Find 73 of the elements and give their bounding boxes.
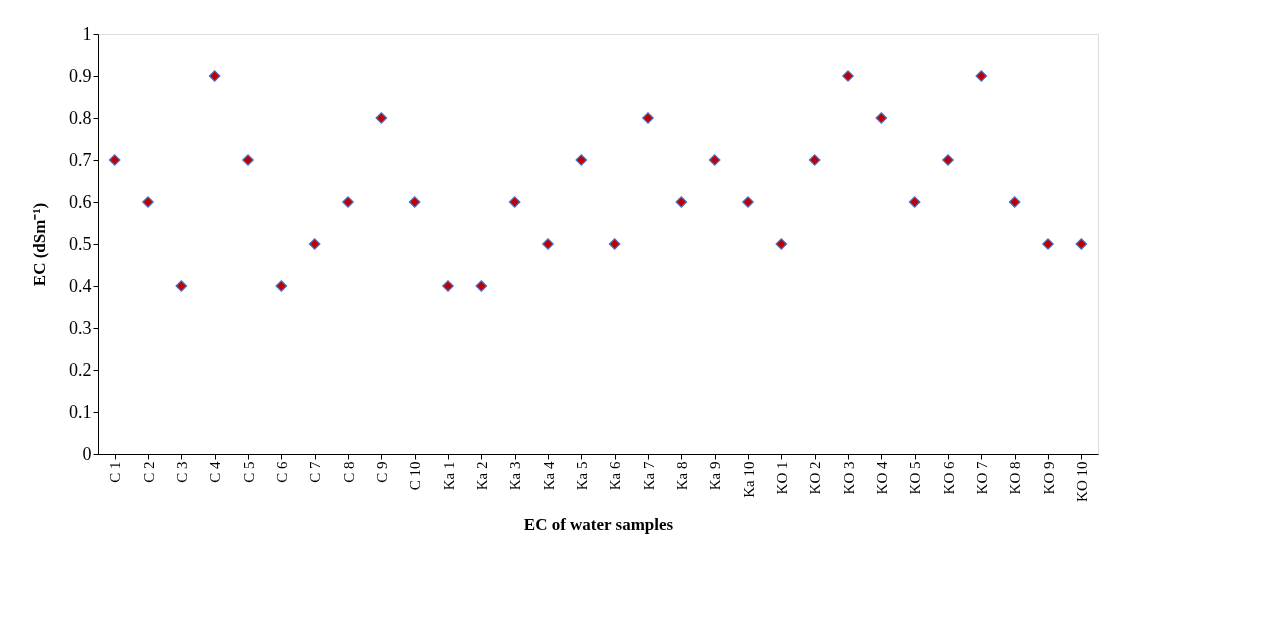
x-tick-label: KO 4 bbox=[873, 461, 890, 495]
x-tick-label: KO 10 bbox=[1073, 461, 1090, 502]
x-tick-label: Ka 7 bbox=[640, 461, 657, 491]
x-tick-label: C 9 bbox=[373, 461, 390, 483]
x-tick-label: C 2 bbox=[140, 461, 157, 483]
x-axis-title: EC of water samples bbox=[523, 514, 674, 534]
y-tick-label: 0.1 bbox=[69, 401, 92, 422]
point bbox=[1042, 238, 1054, 250]
y-tick-label: 0.7 bbox=[69, 149, 92, 170]
x-tick-label: Ka 8 bbox=[673, 461, 690, 491]
point bbox=[142, 196, 154, 208]
x-tick-label: C 5 bbox=[240, 461, 257, 483]
x-tick-label: KO 3 bbox=[840, 461, 857, 495]
x-tick-label: KO 8 bbox=[1007, 461, 1024, 495]
x-tick-label: C 4 bbox=[207, 461, 224, 483]
x-tick-label: Ka 10 bbox=[740, 461, 757, 498]
x-tick-label: Ka 5 bbox=[573, 461, 590, 491]
y-tick-label: 0 bbox=[82, 443, 92, 464]
point bbox=[608, 238, 621, 250]
point bbox=[275, 280, 288, 292]
point bbox=[575, 154, 588, 166]
x-tick-label: KO 7 bbox=[973, 461, 990, 495]
y-axis-title: EC (dSm⁻¹) bbox=[30, 202, 49, 287]
point bbox=[975, 70, 988, 82]
point bbox=[1075, 238, 1088, 250]
y-tick-label: 0.6 bbox=[69, 191, 92, 212]
point bbox=[442, 280, 454, 292]
x-tick-label: Ka 9 bbox=[707, 461, 724, 491]
point bbox=[408, 196, 421, 208]
x-tick-label: KO 6 bbox=[940, 461, 957, 495]
point bbox=[342, 196, 354, 208]
x-tick-label: C 6 bbox=[273, 461, 290, 483]
y-tick-label: 1 bbox=[82, 23, 92, 44]
x-tick-label: KO 9 bbox=[1040, 461, 1057, 495]
x-tick-label: KO 1 bbox=[773, 461, 790, 495]
point bbox=[308, 238, 321, 250]
point bbox=[942, 154, 954, 166]
x-tick-label: Ka 1 bbox=[440, 461, 457, 491]
x-tick-label: C 1 bbox=[107, 461, 124, 483]
y-tick-label: 0.3 bbox=[69, 317, 92, 338]
x-tick-label: KO 5 bbox=[907, 461, 924, 495]
point bbox=[108, 154, 121, 166]
x-tick-label: C 7 bbox=[307, 461, 324, 483]
point bbox=[242, 154, 254, 166]
point bbox=[708, 154, 721, 166]
x-tick-label: C 3 bbox=[173, 461, 190, 483]
y-tick-label: 0.9 bbox=[69, 65, 92, 86]
point bbox=[675, 196, 688, 208]
point bbox=[808, 154, 821, 166]
point bbox=[508, 196, 521, 208]
x-tick-label: Ka 6 bbox=[607, 461, 624, 491]
x-tick-label: KO 2 bbox=[807, 461, 824, 495]
point bbox=[642, 112, 654, 124]
x-tick-label: Ka 4 bbox=[540, 461, 557, 491]
point bbox=[475, 280, 488, 292]
y-tick-label: 0.5 bbox=[69, 233, 92, 254]
x-tick-label: C 10 bbox=[407, 461, 424, 491]
point bbox=[542, 238, 554, 250]
x-tick-label: C 8 bbox=[340, 461, 357, 483]
y-tick-label: 0.4 bbox=[69, 275, 92, 296]
x-tick-label: Ka 3 bbox=[507, 461, 524, 491]
point bbox=[775, 238, 788, 250]
point bbox=[842, 70, 854, 82]
point bbox=[875, 112, 888, 124]
x-tick-label: Ka 2 bbox=[473, 461, 490, 491]
point bbox=[742, 196, 754, 208]
point bbox=[208, 70, 221, 82]
y-tick-label: 0.2 bbox=[69, 359, 92, 380]
point bbox=[1008, 196, 1021, 208]
point bbox=[908, 196, 921, 208]
point bbox=[375, 112, 388, 124]
y-tick-label: 0.8 bbox=[69, 107, 92, 128]
point bbox=[175, 280, 188, 292]
